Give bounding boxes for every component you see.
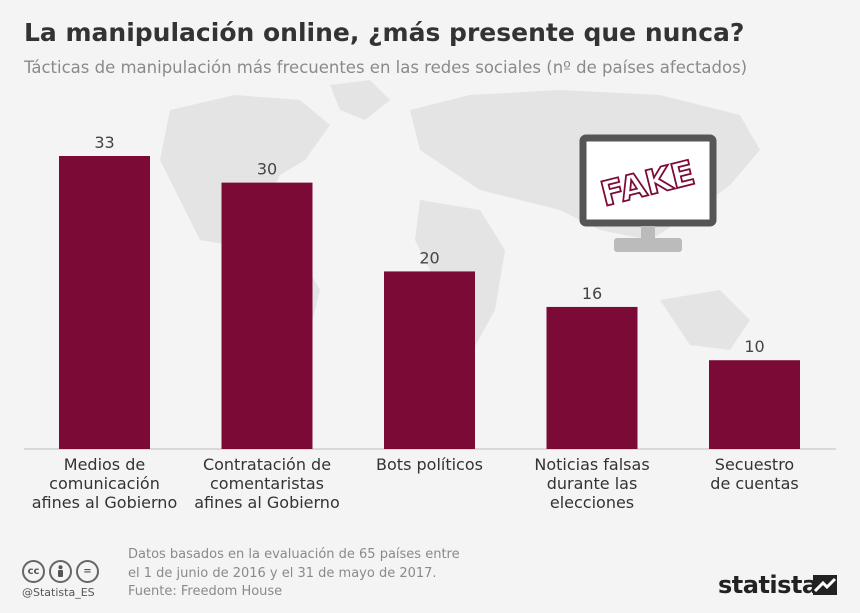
methodology-note: Datos basados en la evaluación de 65 paí… <box>128 545 488 583</box>
attribution-icon[interactable] <box>49 560 72 583</box>
bar-4 <box>709 360 800 449</box>
category-label-line: afines al Gobierno <box>32 493 177 512</box>
creative-commons-icon[interactable]: cc <box>22 560 45 583</box>
category-label-line: elecciones <box>550 493 634 512</box>
data-label-2: 20 <box>419 248 439 267</box>
category-label-line: Bots políticos <box>376 455 483 474</box>
category-label-1: Contratación de comentaristas afines al Go… <box>194 455 339 512</box>
chart-subtitle: Tácticas de manipulación más frecuentes … <box>24 58 748 77</box>
bar-0 <box>59 156 150 449</box>
data-label-0: 33 <box>94 133 114 152</box>
category-label-line: comentaristas <box>210 474 324 493</box>
bar-2 <box>384 271 475 449</box>
note-line-1: Datos basados en la evaluación de 65 paí… <box>128 547 460 562</box>
chart-title: La manipulación online, ¿más presente qu… <box>24 18 745 47</box>
bar-1 <box>221 182 313 450</box>
category-label-line: Medios de <box>64 455 145 474</box>
category-label-line: Contratación de <box>203 455 331 474</box>
license-icons: cc = <box>22 560 99 583</box>
data-labels: 33 30 20 16 10 <box>94 133 764 356</box>
note-line-2: el 1 de junio de 2016 y el 31 de mayo de… <box>128 566 437 581</box>
category-label-2: Bots políticos <box>376 455 483 474</box>
category-label-0: Medios de comunicación afines al Gobierno <box>32 455 177 512</box>
category-label-line: de cuentas <box>710 474 798 493</box>
category-label-4: Secuestro de cuentas <box>710 455 798 493</box>
no-derivatives-icon[interactable]: = <box>76 560 99 583</box>
category-label-line: Secuestro <box>715 455 794 474</box>
bar-3 <box>546 306 638 449</box>
person-icon <box>58 565 63 577</box>
fake-monitor-illustration: FAKE <box>579 134 717 252</box>
data-label-4: 10 <box>744 337 764 356</box>
category-label-3: Noticias falsas durante las elecciones <box>534 455 649 512</box>
bar-series <box>59 156 800 450</box>
category-label-line: comunicación <box>49 474 160 493</box>
category-label-line: Noticias falsas <box>534 455 649 474</box>
statista-logo-text[interactable]: statista <box>718 571 818 599</box>
category-label-line: durante las <box>547 474 638 493</box>
category-label-line: afines al Gobierno <box>194 493 339 512</box>
category-labels: Medios de comunicación afines al GobiernoC… <box>32 455 799 512</box>
source-note: Fuente: Freedom House <box>128 584 283 599</box>
data-label-1: 30 <box>257 160 277 179</box>
twitter-handle[interactable]: @Statista_ES <box>22 586 95 599</box>
data-label-3: 16 <box>582 284 602 303</box>
statista-logo-icon[interactable] <box>813 575 837 595</box>
